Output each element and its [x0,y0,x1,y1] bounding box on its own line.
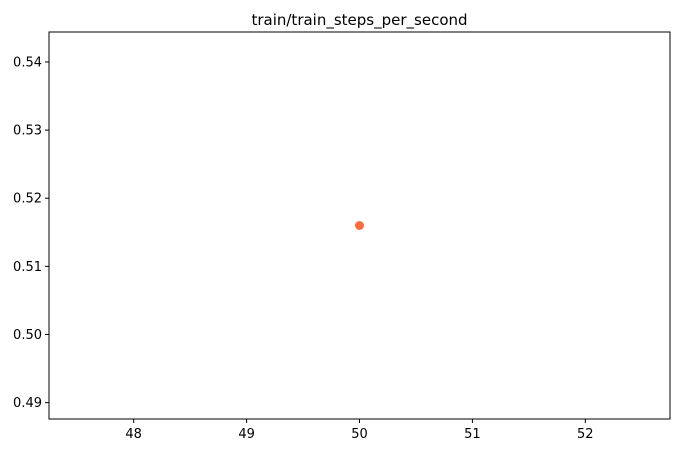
x-tick-label: 50 [351,427,368,442]
y-axis-ticks: 0.49 0.50 0.51 0.52 0.53 0.54 [13,55,49,411]
y-tick-label: 0.50 [13,328,42,343]
y-tick-label: 0.49 [13,396,42,411]
y-tick-label: 0.51 [13,260,42,275]
chart-title: train/train_steps_per_second [251,11,467,30]
plot-area-frame [48,31,671,420]
x-tick-label: 51 [464,427,481,442]
y-tick-label: 0.54 [13,55,42,70]
data-point [355,221,364,230]
x-tick-label: 48 [125,427,142,442]
x-tick-label: 49 [238,427,255,442]
x-tick-label: 52 [577,427,594,442]
y-tick-label: 0.53 [13,124,42,139]
x-axis-ticks: 48 49 50 51 52 [125,419,594,442]
y-tick-label: 0.52 [13,192,42,207]
data-points [355,221,364,230]
